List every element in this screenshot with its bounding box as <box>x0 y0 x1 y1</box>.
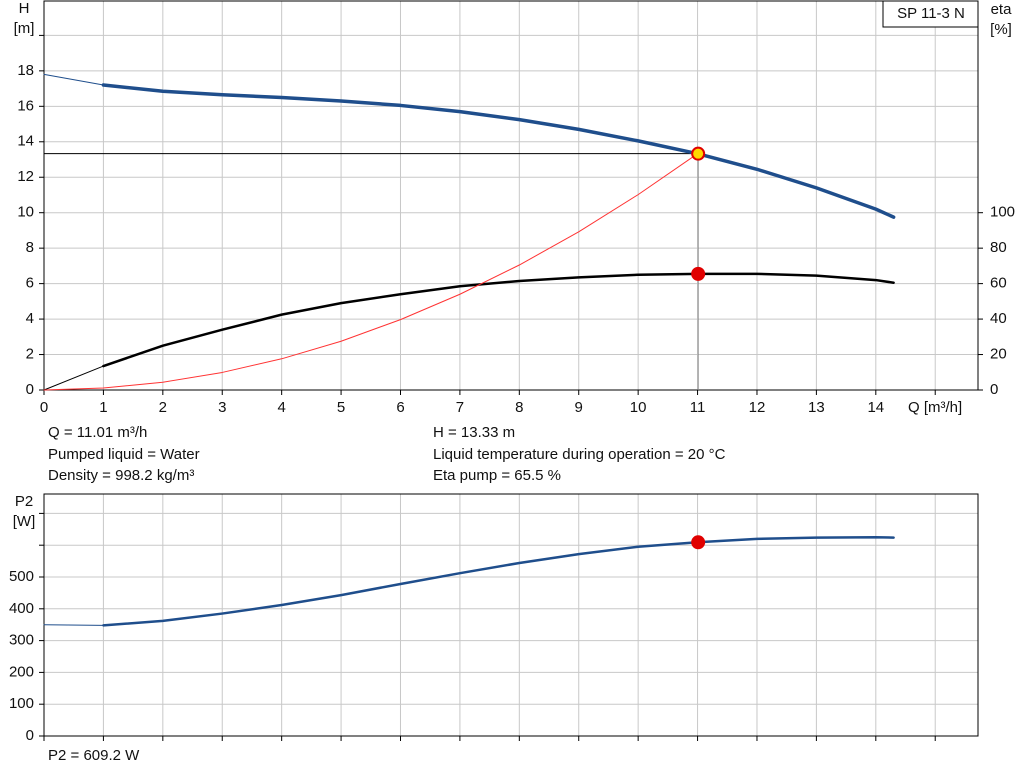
chart-title: SP 11-3 N <box>897 5 965 22</box>
info-text: Q = 11.01 m³/h <box>48 424 147 441</box>
y-tick-label: 0 <box>26 727 34 744</box>
operating-point <box>691 535 706 550</box>
y-tick-label: 18 <box>17 62 34 79</box>
series-line <box>43 624 104 626</box>
series-line <box>102 272 895 368</box>
x-tick-label: 13 <box>808 399 825 416</box>
y-tick-label: 10 <box>17 204 34 221</box>
x-axis-label: Q [m³/h] <box>908 399 962 416</box>
y-tick-label: 2 <box>26 346 34 363</box>
info-text: Liquid temperature during operation = 20… <box>433 446 726 463</box>
y2-tick-label: 40 <box>990 310 1007 327</box>
info-text: Density = 998.2 kg/m³ <box>48 467 194 484</box>
y2-tick-label: 20 <box>990 346 1007 363</box>
x-tick-label: 4 <box>277 399 285 416</box>
series-line <box>101 83 896 219</box>
y-tick-label: 12 <box>17 168 34 185</box>
info-text: H = 13.33 m <box>433 424 515 441</box>
x-tick-label: 6 <box>396 399 404 416</box>
y-tick-label: 8 <box>26 239 34 256</box>
series-line <box>102 535 895 627</box>
x-tick-label: 0 <box>40 399 48 416</box>
y-tick-label: 400 <box>9 600 34 617</box>
info-text: P2 = 609.2 W <box>48 747 140 764</box>
y2-tick-label: 80 <box>990 239 1007 256</box>
x-tick-label: 1 <box>99 399 107 416</box>
y-tick-label: 6 <box>26 275 34 292</box>
series-line <box>43 153 699 391</box>
x-tick-label: 8 <box>515 399 523 416</box>
y2-tick-label: 0 <box>990 381 998 398</box>
x-tick-label: 12 <box>749 399 766 416</box>
y-axis-unit: [W] <box>13 513 36 530</box>
series-line <box>43 73 104 86</box>
plot-frame <box>43 0 979 391</box>
y2-tick-label: 100 <box>990 204 1015 221</box>
x-tick-label: 3 <box>218 399 226 416</box>
y-tick-label: 4 <box>26 310 34 327</box>
plot-frame <box>43 493 979 737</box>
y-tick-label: 100 <box>9 695 34 712</box>
y-axis-label: H <box>19 0 30 17</box>
x-tick-label: 9 <box>575 399 583 416</box>
y-axis-unit: [m] <box>14 20 35 37</box>
y-tick-label: 14 <box>17 133 34 150</box>
x-tick-label: 7 <box>456 399 464 416</box>
x-tick-label: 14 <box>867 399 884 416</box>
y2-axis-label: eta <box>991 1 1013 18</box>
x-tick-label: 2 <box>159 399 167 416</box>
y-tick-label: 500 <box>9 568 34 585</box>
y-tick-label: 0 <box>26 381 34 398</box>
series-line <box>43 365 104 391</box>
x-tick-label: 5 <box>337 399 345 416</box>
y2-tick-label: 60 <box>990 275 1007 292</box>
x-tick-label: 10 <box>630 399 647 416</box>
y-tick-label: 200 <box>9 663 34 680</box>
y-axis-label: P2 <box>15 493 33 510</box>
info-text: Pumped liquid = Water <box>48 446 200 463</box>
y-tick-label: 16 <box>17 97 34 114</box>
info-text: Eta pump = 65.5 % <box>433 467 561 484</box>
operating-point <box>691 266 706 281</box>
title-box <box>882 0 979 28</box>
operating-point <box>691 146 706 161</box>
y2-axis-unit: [%] <box>990 21 1012 38</box>
y-tick-label: 300 <box>9 632 34 649</box>
x-tick-label: 11 <box>690 399 706 416</box>
